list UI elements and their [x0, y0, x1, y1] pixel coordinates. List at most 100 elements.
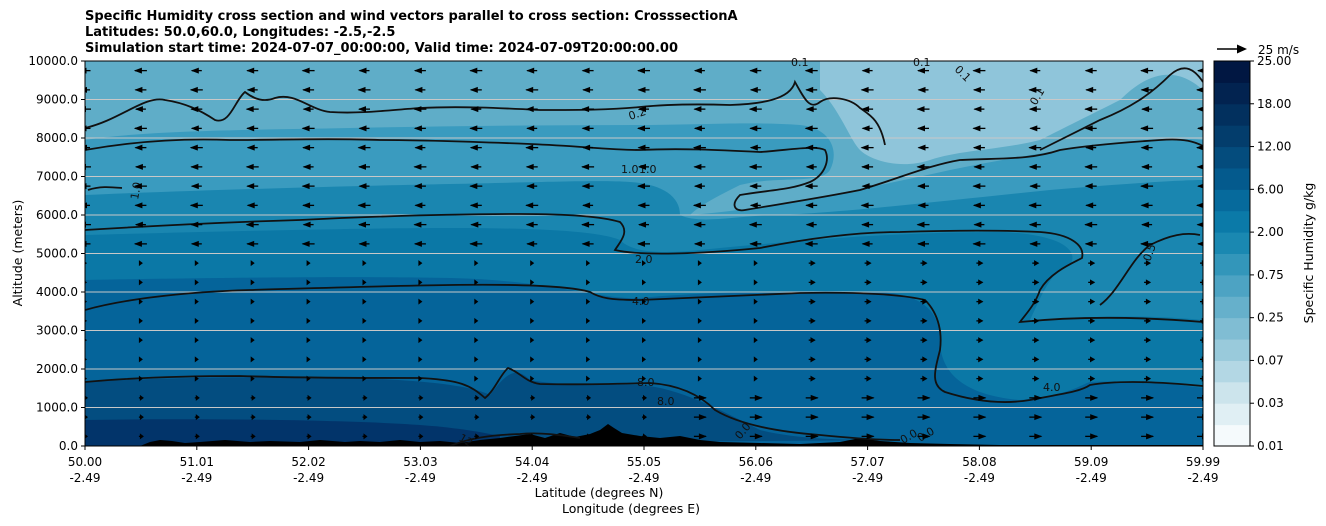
wind-vector — [301, 240, 315, 247]
wind-vector — [1032, 317, 1040, 324]
x-tick-label-lon: -2.49 — [517, 471, 548, 485]
wind-vector — [749, 125, 762, 132]
wind-vector — [362, 337, 367, 344]
wind-vector — [861, 106, 874, 113]
wind-vector — [413, 67, 426, 74]
wind-vector — [358, 183, 370, 190]
wind-vector — [861, 163, 874, 170]
wind-vector — [920, 317, 928, 324]
wind-vector — [805, 86, 818, 93]
wind-vector — [530, 317, 535, 324]
wind-vector — [246, 144, 258, 151]
wind-vector — [973, 163, 985, 170]
x-tick-label-lat: 55.05 — [627, 455, 661, 469]
x-tick-label-lon: -2.49 — [181, 471, 212, 485]
wind-vector — [697, 298, 702, 305]
wind-vector — [753, 279, 758, 286]
colorbar-tick-label: 25.00 — [1257, 54, 1291, 68]
contour-label: 0.5 — [1141, 242, 1159, 263]
field-layer-bottom — [85, 419, 500, 446]
wind-vector — [861, 414, 875, 421]
wind-vector — [418, 375, 423, 382]
wind-vector — [860, 86, 874, 93]
y-tick-label: 0.0 — [59, 439, 78, 453]
wind-vector — [805, 163, 817, 170]
wind-vector — [973, 433, 987, 440]
wind-vector — [190, 240, 202, 247]
colorbar-label: Specific Humidity g/kg — [1301, 183, 1316, 324]
wind-vector — [917, 144, 929, 151]
wind-vector — [920, 337, 928, 344]
wind-vector — [306, 433, 312, 440]
wind-vector — [413, 106, 427, 113]
wind-vector — [358, 221, 370, 228]
wind-vector — [194, 356, 199, 363]
wind-vector — [693, 414, 707, 421]
wind-vector — [526, 67, 538, 74]
wind-vector — [1028, 106, 1041, 113]
wind-vector — [246, 67, 259, 74]
wind-vector — [581, 221, 595, 228]
wind-vector — [1196, 164, 1203, 170]
wind-vector — [693, 163, 706, 170]
colorbar-swatch — [1214, 360, 1250, 383]
wind-vector — [808, 260, 816, 267]
wind-vector — [586, 375, 591, 382]
contour-label: 1.0 — [639, 163, 657, 176]
wind-vector — [637, 144, 650, 151]
contour-label: 8.0 — [657, 395, 675, 408]
contour-label: 4.0 — [632, 295, 650, 308]
wind-vector — [469, 202, 482, 209]
wind-vector — [138, 260, 143, 267]
wind-vector — [692, 144, 706, 151]
x-tick-label-lat: 50.00 — [68, 455, 102, 469]
wind-vector — [1029, 240, 1041, 247]
wind-vector — [138, 317, 143, 324]
wind-vector — [1144, 317, 1152, 324]
x-tick-label-lat: 51.01 — [180, 455, 214, 469]
contour-line-0.5 — [1099, 232, 1201, 306]
contour-label: 12 — [457, 431, 476, 449]
wind-vector — [358, 106, 370, 113]
wind-vector — [581, 183, 594, 190]
wind-vector — [972, 67, 986, 74]
x-tick-label-lon: -2.49 — [405, 471, 436, 485]
wind-vector — [133, 183, 147, 190]
wind-vector — [474, 356, 479, 363]
wind-vector — [189, 144, 203, 151]
wind-vector — [917, 414, 931, 421]
wind-vector — [530, 414, 536, 421]
wind-vector — [1084, 125, 1097, 132]
wind-vector — [637, 67, 650, 74]
wind-vector — [920, 356, 928, 363]
colorbar-tick-label: 0.25 — [1257, 311, 1284, 325]
wind-vector — [864, 375, 872, 382]
wind-vector — [1140, 240, 1154, 247]
wind-vector — [474, 279, 479, 286]
wind-vector — [362, 375, 367, 382]
wind-vector — [85, 395, 88, 401]
y-tick-label: 7000.0 — [36, 170, 78, 184]
wind-vector — [474, 394, 480, 401]
wind-vector — [469, 144, 482, 151]
wind-vector — [749, 86, 761, 93]
wind-vector — [642, 260, 646, 267]
wind-vector — [189, 202, 203, 209]
wind-vector — [1141, 394, 1155, 401]
wind-vector — [362, 260, 367, 267]
wind-vector — [753, 260, 758, 267]
wind-vector — [972, 86, 985, 93]
wind-vector — [753, 298, 758, 305]
wind-vector — [474, 375, 479, 382]
wind-vector — [864, 356, 872, 363]
wind-vector — [306, 298, 311, 305]
colorbar-tick-label: 12.00 — [1257, 140, 1291, 154]
y-tick-label: 4000.0 — [36, 285, 78, 299]
colorbar-tick-label: 0.03 — [1257, 396, 1284, 410]
wind-vector — [1196, 106, 1203, 112]
colorbar-swatch — [1214, 339, 1250, 361]
wind-vector — [474, 337, 479, 344]
wind-vector — [301, 183, 315, 190]
wind-vector — [1141, 221, 1153, 228]
